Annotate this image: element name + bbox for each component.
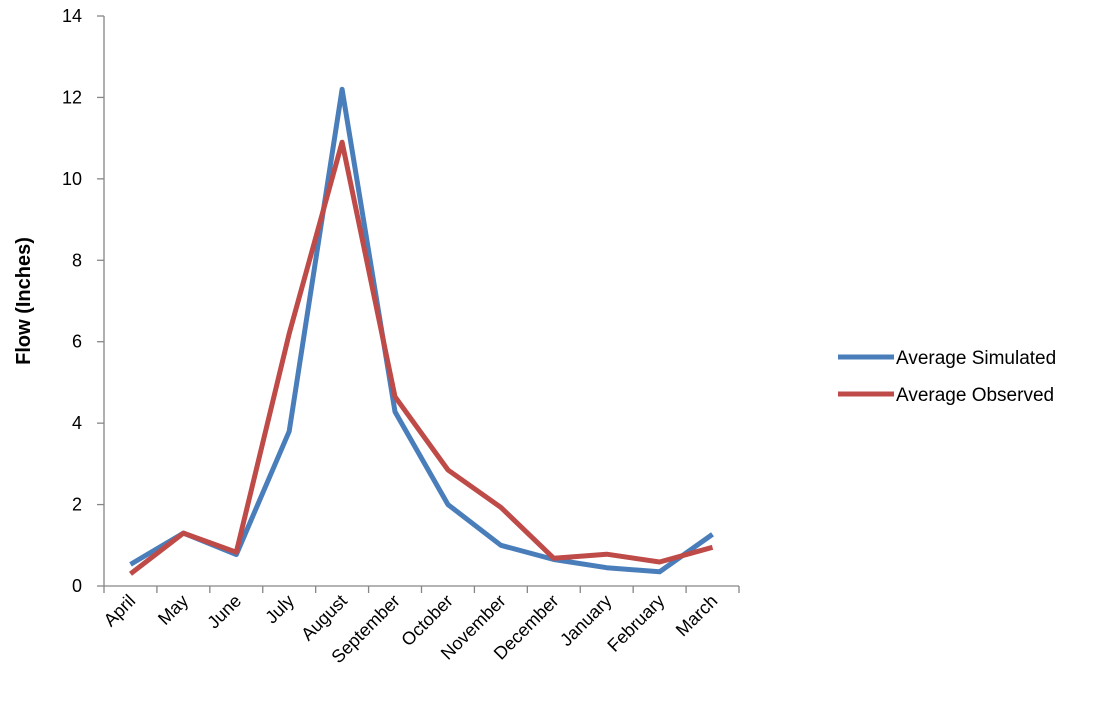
y-tick-label: 6 (72, 332, 82, 352)
y-axis-title: Flow (Inches) (13, 237, 35, 365)
legend-label: Average Simulated (896, 348, 1056, 369)
series-line-average-observed (128, 139, 714, 576)
x-tick-label: June (203, 591, 245, 633)
chart-axes (103, 16, 739, 587)
y-tick-label: 14 (62, 6, 82, 26)
y-tick-label: 12 (62, 87, 82, 107)
legend: Average Simulated Average Observed (838, 348, 1056, 406)
y-axis-ticks: 0 2 4 6 8 10 12 14 (62, 6, 104, 596)
x-tick-label: February (603, 591, 668, 656)
x-tick-label: April (100, 591, 140, 631)
series-line-average-simulated (129, 86, 714, 575)
y-tick-label: 10 (62, 169, 82, 189)
x-tick-label: May (154, 591, 192, 629)
x-tick-label: July (261, 591, 298, 628)
y-tick-label: 4 (72, 413, 82, 433)
y-tick-label: 2 (72, 495, 82, 515)
y-tick-label: 8 (72, 250, 82, 270)
series-lines (128, 86, 714, 576)
x-axis-ticks: April May June July AugustSeptemberOctoberNo… (100, 586, 740, 667)
legend-label: Average Observed (896, 385, 1054, 406)
y-tick-label: 0 (72, 576, 82, 596)
x-tick-label: March (672, 591, 722, 641)
